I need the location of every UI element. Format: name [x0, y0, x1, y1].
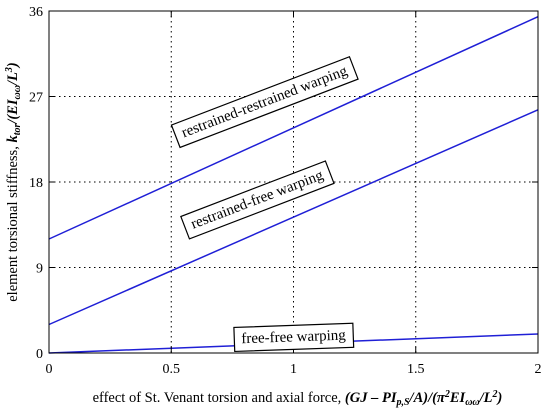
annotation-box-2	[233, 322, 355, 353]
series-line-1	[48, 109, 539, 326]
annotation-2: free-free warping	[233, 322, 355, 353]
annotations: restrained-restrained warping restrained-…	[170, 55, 359, 353]
y-tick-label-2: 18	[29, 176, 43, 191]
ticks: 0 0.5 1 1.5 2 0 9 18 27 36	[29, 5, 542, 377]
series-line-0	[48, 16, 539, 240]
annotation-box-1	[180, 160, 335, 240]
annotation-0: restrained-restrained warping	[170, 55, 359, 149]
annotation-label-2: free-free warping	[241, 328, 347, 348]
x-tick-label-2: 1	[290, 362, 297, 377]
y-tick-label-0: 0	[36, 347, 43, 362]
x-tick-label-1: 0.5	[163, 362, 181, 377]
x-tick-label-0: 0	[46, 362, 53, 377]
annotation-box-0	[170, 55, 359, 149]
x-axis-label: effect of St. Venant torsion and axial f…	[93, 389, 503, 408]
x-tick-label-4: 2	[535, 362, 542, 377]
y-tick-label-4: 36	[29, 5, 43, 20]
y-axis-label: element torsional stiffness, ktor/(EIωω/…	[4, 62, 23, 302]
annotation-label-0: restrained-restrained warping	[179, 63, 350, 141]
annotation-label-1: restrained-free warping	[189, 167, 326, 232]
x-tick-label-3: 1.5	[407, 362, 425, 377]
annotation-1: restrained-free warping	[180, 160, 335, 240]
y-tick-label-1: 9	[36, 262, 43, 277]
y-tick-label-3: 27	[29, 91, 43, 106]
